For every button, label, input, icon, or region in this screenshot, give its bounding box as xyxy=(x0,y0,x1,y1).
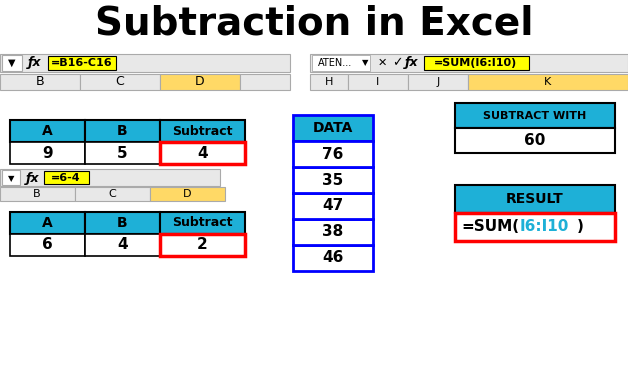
Text: ): ) xyxy=(577,219,584,234)
Bar xyxy=(455,185,615,213)
Text: 76: 76 xyxy=(322,147,344,162)
Text: J: J xyxy=(436,77,440,87)
Text: ATEN...: ATEN... xyxy=(318,58,352,68)
Bar xyxy=(10,234,85,256)
Text: ƒx: ƒx xyxy=(405,56,419,69)
Text: I: I xyxy=(376,77,379,87)
Text: B: B xyxy=(117,216,128,230)
Bar xyxy=(293,141,373,167)
Text: ✕: ✕ xyxy=(377,58,387,68)
Text: 5: 5 xyxy=(117,146,128,161)
Text: 6: 6 xyxy=(42,237,53,252)
Bar xyxy=(293,193,373,219)
Bar xyxy=(0,187,75,201)
Text: ƒx: ƒx xyxy=(28,56,42,69)
Text: B: B xyxy=(36,75,45,88)
Text: B: B xyxy=(33,189,41,199)
Bar xyxy=(293,115,373,141)
Bar xyxy=(85,234,160,256)
Bar xyxy=(75,187,150,201)
Text: ✓: ✓ xyxy=(392,56,403,69)
Text: C: C xyxy=(108,189,116,199)
Bar xyxy=(160,74,240,90)
Text: ƒx: ƒx xyxy=(26,172,40,185)
Bar xyxy=(2,170,20,185)
Bar xyxy=(310,74,348,90)
Bar xyxy=(2,55,22,71)
Text: Subtract: Subtract xyxy=(172,216,233,229)
Text: 38: 38 xyxy=(322,224,344,239)
Bar xyxy=(160,234,245,256)
Text: C: C xyxy=(116,75,124,88)
Bar xyxy=(310,54,628,72)
Bar xyxy=(85,142,160,164)
Text: 4: 4 xyxy=(117,237,128,252)
Bar xyxy=(44,171,89,184)
Text: 35: 35 xyxy=(322,172,344,188)
Text: 47: 47 xyxy=(322,198,344,213)
Bar xyxy=(455,213,615,241)
Text: 9: 9 xyxy=(42,146,53,161)
Bar xyxy=(10,120,85,142)
Text: A: A xyxy=(42,124,53,138)
Bar xyxy=(424,56,529,70)
Bar xyxy=(160,142,245,164)
Bar xyxy=(80,74,160,90)
Text: H: H xyxy=(325,77,333,87)
Bar xyxy=(160,212,245,234)
Bar xyxy=(85,120,160,142)
Bar xyxy=(10,212,85,234)
Text: ▼: ▼ xyxy=(8,174,14,182)
Bar xyxy=(455,104,615,128)
Bar xyxy=(150,187,225,201)
Text: D: D xyxy=(183,189,192,199)
Text: 4: 4 xyxy=(197,146,208,161)
Bar xyxy=(0,169,220,186)
Text: I6:I10: I6:I10 xyxy=(520,219,570,234)
Text: RESULT: RESULT xyxy=(506,192,564,206)
Text: 2: 2 xyxy=(197,237,208,252)
Text: Subtract: Subtract xyxy=(172,125,233,138)
Text: =B16-C16: =B16-C16 xyxy=(51,58,113,68)
Bar xyxy=(468,74,628,90)
Text: 46: 46 xyxy=(322,250,344,265)
Bar xyxy=(348,74,408,90)
Bar xyxy=(10,142,85,164)
Bar xyxy=(293,245,373,270)
Text: B: B xyxy=(117,124,128,138)
Bar xyxy=(240,74,290,90)
Text: 60: 60 xyxy=(524,133,546,148)
Bar xyxy=(455,128,615,153)
Text: =SUM(: =SUM( xyxy=(462,219,520,234)
Bar xyxy=(160,120,245,142)
Text: ▼: ▼ xyxy=(8,58,16,68)
Bar xyxy=(0,74,80,90)
Text: SUBTRACT WITH: SUBTRACT WITH xyxy=(484,111,587,121)
Bar xyxy=(293,219,373,245)
Text: D: D xyxy=(195,75,205,88)
Text: K: K xyxy=(544,77,551,87)
Bar xyxy=(312,55,370,71)
Text: ▼: ▼ xyxy=(362,58,368,67)
Bar xyxy=(85,212,160,234)
Text: A: A xyxy=(42,216,53,230)
Text: =SUM(I6:I10): =SUM(I6:I10) xyxy=(435,58,517,68)
Bar xyxy=(0,54,290,72)
Bar xyxy=(408,74,468,90)
Text: DATA: DATA xyxy=(313,121,353,135)
Text: =6-4: =6-4 xyxy=(51,173,81,183)
Bar xyxy=(48,56,116,70)
Bar xyxy=(293,167,373,193)
Text: Subtraction in Excel: Subtraction in Excel xyxy=(95,5,533,43)
